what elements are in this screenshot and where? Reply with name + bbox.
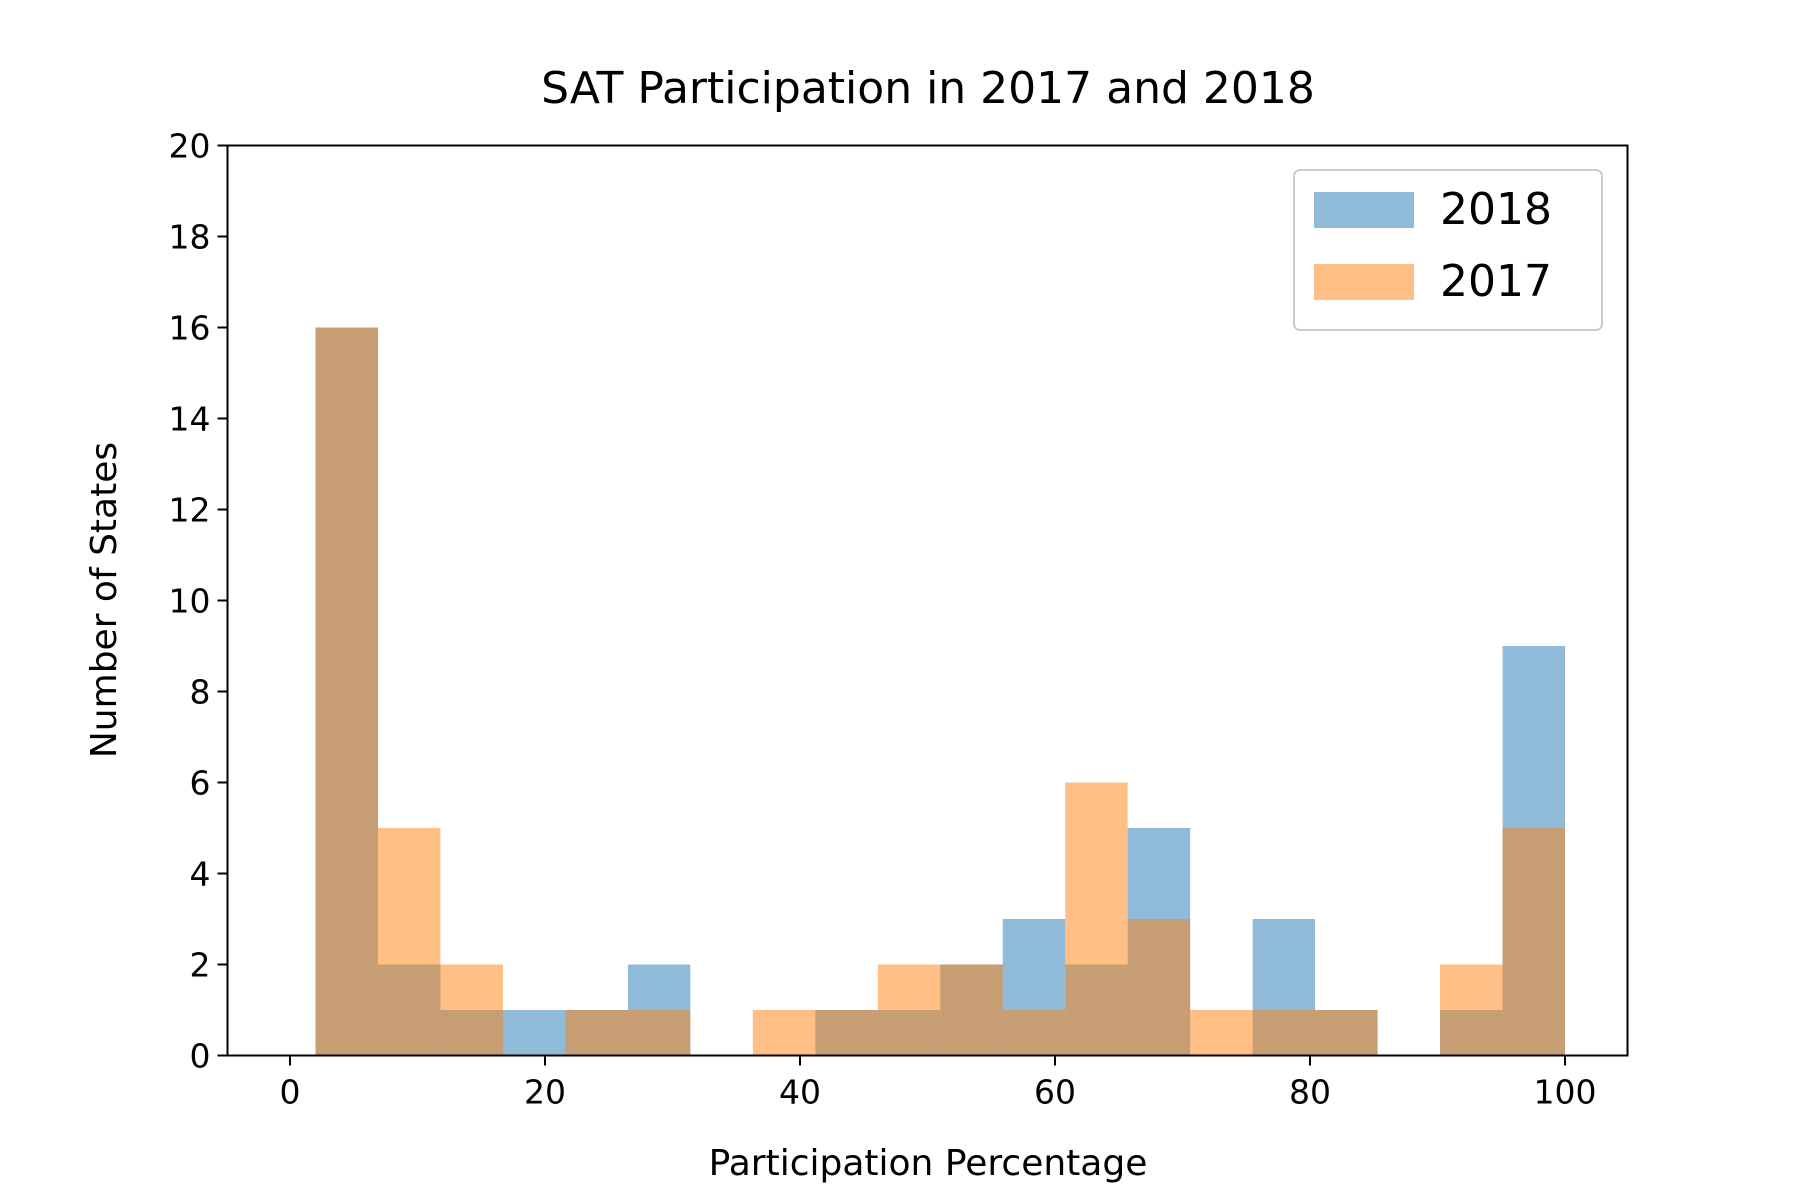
legend: 2018 2017 (1293, 169, 1603, 331)
y-tick-label: 10 (169, 582, 211, 621)
y-tick-label: 6 (190, 764, 211, 803)
y-tick-label: 2 (190, 946, 211, 985)
legend-label-2017: 2017 (1440, 256, 1552, 307)
x-tick-label: 20 (524, 1073, 566, 1112)
bar-2017-bin-13 (1127, 919, 1191, 1056)
y-tick-label: 16 (169, 309, 211, 348)
x-axis: 0 20 40 60 80 100 (279, 1055, 1597, 1112)
bar-2017-bin-4 (565, 1010, 628, 1056)
bar-2017-bin-0 (315, 327, 378, 1056)
bar-2017-bin-16 (1315, 1010, 1378, 1056)
y-tick-label: 12 (169, 491, 211, 530)
bar-2017-bin-7 (752, 1010, 816, 1056)
series-2018 (315, 327, 1566, 1056)
y-axis-title: Number of States (84, 442, 125, 758)
y-tick-label: 8 (190, 673, 211, 712)
y-tick-label: 18 (169, 218, 211, 257)
bar-2017-bin-10 (940, 964, 1003, 1056)
bar-2017-bin-8 (815, 1010, 878, 1056)
bars-layer (315, 327, 1566, 1056)
x-tick-label: 80 (1289, 1073, 1331, 1112)
legend-swatch-2018 (1314, 192, 1414, 228)
bar-2017-bin-9 (877, 964, 941, 1056)
chart-title: SAT Participation in 2017 and 2018 (541, 63, 1315, 114)
y-tick-label: 20 (169, 127, 211, 166)
bar-2017-bin-14 (1190, 1010, 1253, 1056)
x-tick-label: 0 (279, 1073, 300, 1112)
legend-swatch-2017 (1314, 264, 1414, 300)
bar-2017-bin-2 (440, 964, 503, 1056)
bar-2017-bin-11 (1002, 1010, 1066, 1056)
y-tick-label: 14 (169, 400, 211, 439)
y-tick-label: 0 (190, 1037, 211, 1076)
bar-2017-bin-5 (627, 1010, 691, 1056)
bar-2017-bin-1 (377, 828, 441, 1056)
legend-label-2018: 2018 (1440, 184, 1552, 235)
bar-2017-bin-12 (1065, 782, 1128, 1056)
x-axis-title: Participation Percentage (709, 1143, 1148, 1184)
bar-2018-bin-3 (502, 1010, 566, 1056)
y-axis: 0 2 4 6 8 10 12 14 16 18 20 (169, 127, 228, 1076)
x-tick-label: 60 (1034, 1073, 1076, 1112)
x-tick-label: 40 (779, 1073, 821, 1112)
bar-2017-bin-19 (1502, 828, 1566, 1056)
bar-2017-bin-15 (1252, 1010, 1316, 1056)
y-tick-label: 4 (190, 855, 211, 894)
series-2017 (315, 327, 1566, 1056)
x-tick-label: 100 (1534, 1073, 1597, 1112)
bar-2017-bin-18 (1440, 964, 1503, 1056)
